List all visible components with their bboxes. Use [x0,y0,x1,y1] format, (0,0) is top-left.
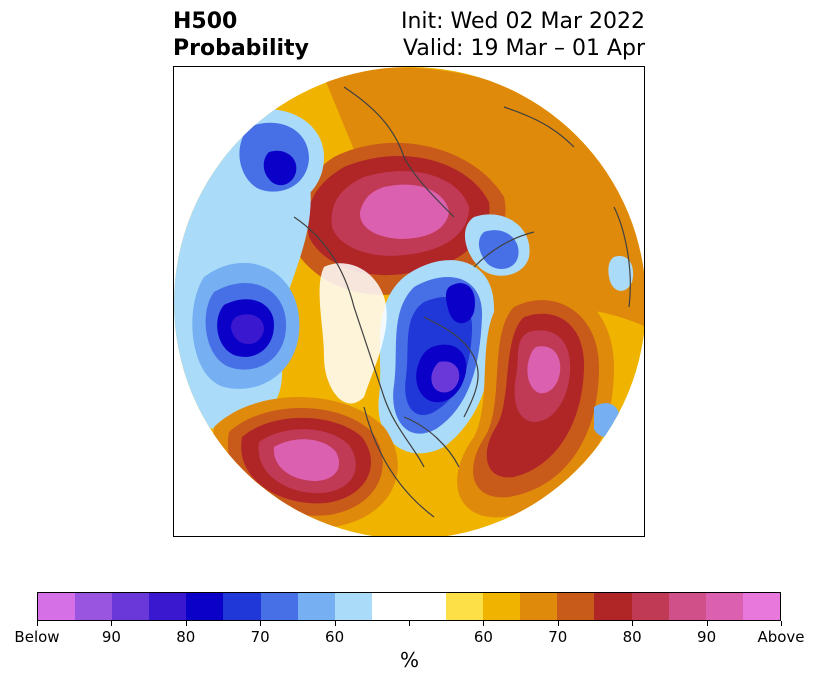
valid-range: Valid: 19 Mar – 01 Apr [403,36,645,61]
colorbar-tick-label: 60 [473,628,493,646]
colorbar-swatch [520,593,558,620]
colorbar-ticks: Below 90 80 70 60 60 70 80 90 Above [14,621,805,646]
colorbar-swatch [742,593,780,620]
colorbar-swatch [297,593,335,620]
colorbar-tick [185,621,187,626]
colorbar-swatch [705,593,743,620]
chart-title-left: H500 Probability [173,8,309,62]
colorbar-swatch [408,593,447,620]
colorbar-swatch [334,593,372,620]
colorbar-swatch [631,593,669,620]
colorbar-tick [483,621,485,626]
colorbar-swatch [75,593,113,620]
colorbar-tick-label: 60 [325,628,345,646]
coastlines [293,86,631,518]
chart-title-right: Init: Wed 02 Mar 2022 Valid: 19 Mar – 01… [401,8,645,62]
colorbar-swatch [112,593,150,620]
colorbar-swatch [38,593,76,620]
colorbar-tick-label: Below [14,628,60,646]
title-variable: H500 [173,9,238,34]
colorbar [37,592,781,621]
colorbar-tick [37,621,38,626]
colorbar-tick-label: 80 [176,628,196,646]
probability-field [174,67,644,536]
colorbar-tick [632,621,634,626]
colorbar-tick-label: 80 [622,628,642,646]
colorbar-tick-label: 90 [101,628,121,646]
colorbar-swatch [371,593,409,620]
colorbar-tick [260,621,262,626]
colorbar-unit-label: % [399,648,419,672]
colorbar-swatch [446,593,484,620]
colorbar-tick [706,621,708,626]
colorbar-swatch [260,593,298,620]
colorbar-swatch [186,593,224,620]
colorbar-swatch [557,593,595,620]
title-type: Probability [173,36,309,61]
colorbar-tick [334,621,336,626]
colorbar-tick [409,621,410,626]
colorbar-tick-label: Above [757,628,805,646]
init-date: Init: Wed 02 Mar 2022 [400,9,645,34]
probability-map [173,66,645,537]
colorbar-tick [111,621,113,626]
colorbar-tick-label: 90 [697,628,717,646]
colorbar-swatch [594,593,632,620]
colorbar-swatch [483,593,521,620]
colorbar-swatch [223,593,261,620]
colorbar-tick [557,621,559,626]
colorbar-tick-label: 70 [250,628,270,646]
polar-map-svg [174,67,644,536]
colorbar-swatch [668,593,706,620]
colorbar-tick-label: 70 [548,628,568,646]
colorbar-swatch [149,593,187,620]
colorbar-tick [781,621,782,626]
